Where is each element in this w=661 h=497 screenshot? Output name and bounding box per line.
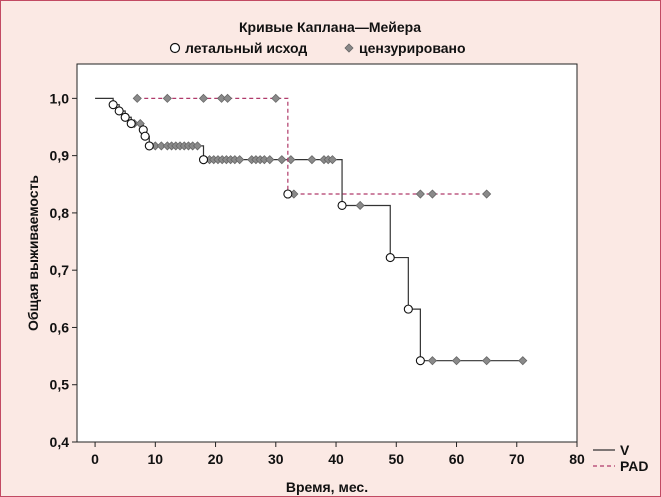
x-tick-label: 20 [208, 451, 224, 467]
y-tick-label: 0,5 [50, 377, 70, 393]
y-tick-label: 1,0 [50, 90, 70, 106]
y-tick-label: 0,4 [50, 434, 70, 450]
survival-curve-pad [137, 97, 487, 195]
x-tick-label: 80 [569, 451, 585, 467]
y-tick-label: 0,7 [50, 262, 70, 278]
censored-point-v [156, 141, 166, 151]
x-tick-label: 70 [509, 451, 525, 467]
event-point-v [126, 119, 136, 129]
censored-point-pad [132, 93, 142, 103]
legend-censored-marker [344, 43, 354, 53]
censored-point-pad [217, 93, 227, 103]
x-axis-label: Время, мес. [286, 479, 368, 495]
event-point-v [144, 141, 154, 151]
x-tick-label: 50 [388, 451, 404, 467]
event-point-v [120, 112, 130, 122]
y-tick-label: 0,8 [50, 205, 70, 221]
series-v [95, 97, 528, 366]
event-point-v [198, 155, 209, 165]
x-tick-label: 60 [449, 451, 465, 467]
censored-point-v [518, 356, 528, 366]
censored-point-v [427, 356, 437, 366]
y-tick-label: 0,6 [50, 319, 70, 335]
x-tick-label: 30 [268, 451, 284, 467]
censored-point-v [235, 155, 245, 165]
legend-label-v: V [620, 442, 630, 458]
censored-point-pad [427, 189, 437, 199]
chart-title: Кривые Каплана—Мейера [239, 19, 421, 35]
plot-area [76, 63, 578, 443]
censored-point-v [355, 200, 365, 211]
censored-point-v [265, 155, 275, 165]
x-tick-label: 10 [148, 451, 164, 467]
y-axis-ticks: 0,4 0,5 0,6 0,7 0,8 0,9 1,0 [50, 90, 77, 450]
censored-point-v [277, 155, 287, 165]
censored-point-v [307, 155, 317, 165]
legend-event-label: летальный исход [185, 40, 307, 56]
y-axis-label: Общая выживаемость [25, 175, 41, 331]
legend-event-marker [169, 42, 181, 54]
censored-point-pad [198, 93, 209, 103]
censored-point-pad [223, 93, 233, 103]
x-tick-label: 40 [328, 451, 344, 467]
x-axis-ticks: 0 10 20 30 40 50 60 70 80 [91, 442, 585, 467]
event-point-v [140, 131, 150, 141]
series-layer [95, 93, 528, 366]
event-point-v [114, 106, 124, 116]
legend-censored-label: цензурировано [359, 40, 466, 56]
censored-point-v [451, 356, 462, 366]
x-tick-label: 0 [91, 451, 99, 467]
censored-point-pad [271, 93, 281, 103]
marker-legend: летальный исход цензурировано [169, 40, 466, 56]
censored-point-pad [415, 189, 425, 199]
event-point-v [337, 200, 347, 211]
event-point-v [403, 304, 413, 314]
censored-point-pad [162, 93, 172, 103]
event-point-v [108, 100, 118, 110]
event-point-v [415, 356, 425, 366]
event-point-v [385, 253, 395, 263]
event-point-pad [283, 189, 293, 199]
legend-label-pad: PAD [620, 458, 649, 474]
censored-point-v [327, 155, 337, 165]
censored-point-v [482, 356, 492, 366]
censored-point-pad [482, 189, 492, 199]
y-tick-label: 0,9 [50, 148, 70, 164]
series-pad [132, 93, 492, 199]
censored-point-v [192, 141, 203, 151]
